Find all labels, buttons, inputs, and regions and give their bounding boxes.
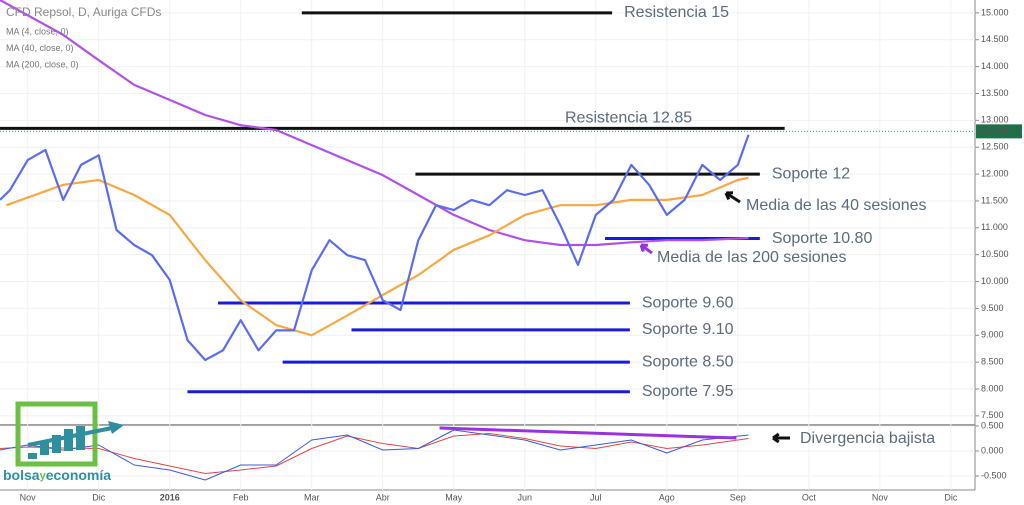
y-tick-label: 10.500: [981, 249, 1009, 259]
level-label: Soporte 9.60: [642, 294, 734, 311]
level-label: Soporte 10.80: [772, 230, 873, 247]
series-line: [6, 176, 749, 337]
series-line: [0, 0, 749, 247]
y-tick-label: 11.500: [981, 195, 1008, 205]
annotation: Media de las 200 sesiones: [657, 249, 846, 266]
x-tick-label: Dic: [944, 492, 957, 502]
annotation: Divergencia bajista: [800, 430, 935, 447]
arrow-head: [724, 191, 734, 201]
legend-entry: MA (200, close, 0): [6, 59, 79, 69]
arrow-head: [639, 243, 649, 253]
x-tick-label: Ago: [659, 492, 675, 502]
y-tick-label: 7.500: [981, 410, 1004, 420]
logo-word: economía: [46, 467, 112, 483]
logo-text: bolsayeconomía: [3, 467, 111, 483]
y-tick-label: 14.000: [981, 61, 1009, 71]
x-tick-label: Feb: [233, 492, 249, 502]
level-label: Resistencia 15: [624, 4, 729, 21]
logo-bar: [64, 429, 73, 451]
y-tick-label: 12.500: [981, 142, 1009, 152]
logo-arrow-head: [108, 421, 124, 434]
x-tick-label: Dic: [92, 492, 105, 502]
y-tick-label: 8.500: [981, 357, 1004, 367]
logo-box: [15, 401, 98, 467]
logo-bar: [52, 435, 61, 453]
y-tick-label: 11.000: [981, 222, 1008, 232]
arrow-head: [772, 432, 780, 444]
logo-word: bolsa: [3, 467, 40, 483]
x-tick-label: Sep: [730, 492, 746, 502]
y-tick-label: 0.500: [981, 420, 1004, 430]
x-tick-label: Nov: [20, 492, 37, 502]
logo-word: y: [40, 470, 47, 482]
level-label: Soporte 12: [772, 165, 850, 182]
logo-arrow: [27, 426, 113, 447]
logo-bar: [28, 453, 37, 459]
x-tick-label: Mar: [304, 492, 320, 502]
logo-bar: [76, 426, 85, 450]
y-tick-label: 10.000: [981, 276, 1009, 286]
level-label: Soporte 8.50: [642, 353, 734, 370]
x-tick-label: Nov: [872, 492, 889, 502]
y-tick-label: 15.000: [981, 7, 1009, 17]
level-label: Soporte 7.95: [642, 383, 734, 400]
annotation: Media de las 40 sesiones: [746, 197, 927, 214]
x-tick-label: 2016: [160, 492, 180, 502]
x-tick-label: Oct: [802, 492, 817, 502]
last-price-box: [976, 124, 1022, 139]
x-tick-label: May: [445, 492, 463, 502]
last-price-label: 12.795: [981, 126, 1009, 136]
arrow: [725, 191, 741, 204]
series-line: [0, 429, 749, 481]
y-tick-label: 0.000: [981, 445, 1004, 455]
y-tick-label: 9.000: [981, 330, 1004, 340]
y-tick-label: 14.500: [981, 34, 1009, 44]
logo-bar: [40, 441, 49, 455]
x-tick-label: Abr: [376, 492, 390, 502]
x-tick-label: Jul: [590, 492, 602, 502]
series-line: [0, 433, 749, 474]
y-tick-label: 13.500: [981, 88, 1009, 98]
x-tick-label: Jun: [518, 492, 533, 502]
trend-line: [439, 426, 737, 440]
y-tick-label: 13.000: [981, 115, 1009, 125]
chart-title: CFD Repsol, D, Auriga CFDs: [6, 5, 161, 19]
y-tick-label: 8.000: [981, 383, 1004, 393]
y-tick-label: 12.000: [981, 168, 1009, 178]
y-tick-label: 9.500: [981, 303, 1004, 313]
series-line: [0, 134, 750, 362]
level-label: Resistencia 12.85: [565, 110, 692, 127]
legend-entry: MA (40, close, 0): [6, 43, 74, 53]
level-label: Soporte 9.10: [642, 321, 734, 338]
y-tick-label: -0.500: [981, 470, 1007, 480]
legend-entry: MA (4, close, 0): [6, 26, 69, 36]
